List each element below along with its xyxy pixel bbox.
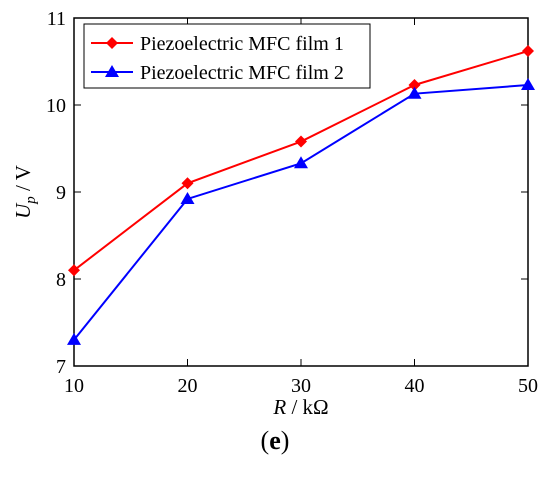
y-tick-label: 7 — [56, 356, 66, 378]
legend-marker-1 — [106, 37, 118, 49]
x-tick-label: 40 — [405, 375, 425, 397]
series-2-point — [521, 77, 535, 90]
series-1-point — [408, 78, 421, 91]
caption-letter: e — [269, 426, 281, 455]
y-tick-label: 10 — [46, 95, 66, 117]
series-2-point — [407, 86, 422, 99]
x-tick-label: 10 — [64, 375, 84, 397]
series-1-point — [181, 177, 194, 190]
series-1-point — [522, 45, 534, 58]
series-2-point — [67, 332, 81, 345]
figure-caption: (e) — [0, 426, 550, 456]
x-axis-label: R / kΩ — [272, 395, 328, 419]
series-2-point — [180, 191, 195, 204]
legend: Piezoelectric MFC film 1 Piezoelectric M… — [83, 23, 371, 89]
line-chart: 10 20 30 40 50 7 8 9 10 11 Up / V R / kΩ Piezoele… — [11, 8, 538, 419]
y-tick-label: 11 — [47, 8, 66, 30]
x-tick-label: 30 — [291, 375, 311, 397]
legend-marker-2 — [105, 65, 119, 77]
y-tick-label: 9 — [56, 182, 66, 204]
series-1-point — [68, 264, 80, 277]
caption-close-paren: ) — [280, 426, 290, 455]
caption-open-paren: ( — [260, 426, 270, 455]
series-2-point — [294, 156, 308, 169]
x-tick-label: 50 — [518, 375, 538, 397]
x-tick-label: 20 — [178, 375, 198, 397]
series-1-point — [295, 135, 307, 148]
y-tick-label: 8 — [56, 269, 66, 291]
legend-label-2: Piezoelectric MFC film 2 — [140, 62, 344, 84]
legend-box — [83, 23, 371, 89]
y-axis-label: Up / V — [11, 165, 39, 219]
series-2-line — [73, 83, 529, 341]
legend-label-1: Piezoelectric MFC film 1 — [140, 33, 344, 55]
